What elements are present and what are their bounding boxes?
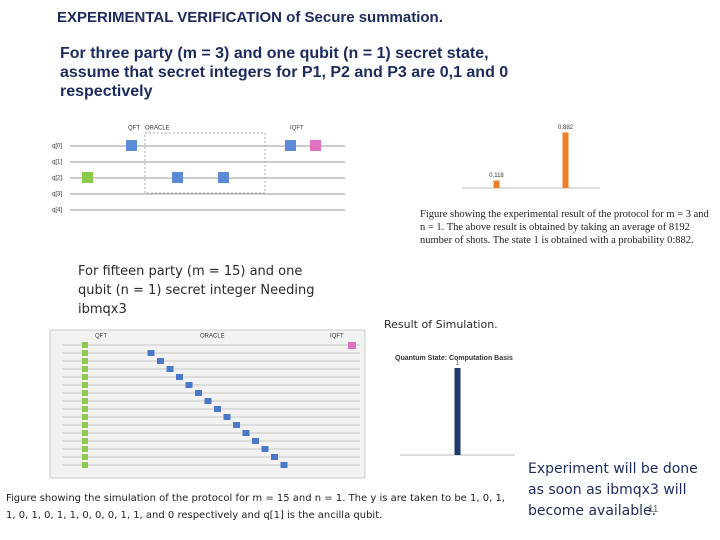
value-label: 0.118 (489, 173, 504, 179)
intro-text: For three party (m = 3) and one qubit (n… (60, 45, 509, 100)
gate (82, 350, 88, 356)
gate (285, 140, 296, 151)
gate (82, 406, 88, 412)
caption: Figure showing the experimental result o… (420, 209, 709, 246)
bar (454, 368, 461, 455)
gate (82, 374, 88, 380)
gate (242, 430, 250, 436)
gate (214, 406, 221, 412)
gate (82, 172, 93, 183)
gate (223, 414, 231, 420)
oracle-box (144, 132, 266, 194)
page-number: 11 (648, 504, 659, 515)
gate (82, 398, 88, 404)
block-label: IQFT (330, 334, 344, 340)
gate (271, 454, 278, 460)
qubit-label: q[0] (52, 144, 62, 150)
gate (280, 462, 288, 468)
gate (218, 172, 229, 183)
note: Experiment will be done as soon as ibmqx… (528, 461, 698, 519)
bar (562, 132, 569, 188)
gate (82, 430, 88, 436)
qubit-label: q[1] (52, 160, 62, 166)
gate (233, 422, 240, 428)
gate (126, 140, 137, 151)
block-label: ORACLE (145, 126, 170, 132)
gate (82, 390, 88, 396)
gate (157, 358, 164, 364)
block-label: QFT (95, 334, 107, 340)
block-label: ORACLE (200, 334, 225, 340)
gate (147, 350, 155, 356)
gate (204, 398, 212, 404)
block-label: IQFT (290, 126, 304, 132)
gate (172, 172, 183, 183)
gate (82, 462, 88, 468)
gate (176, 374, 183, 380)
slide-title: EXPERIMENTAL VERIFICATION of Secure summ… (57, 9, 443, 26)
block-label: QFT (128, 126, 140, 132)
qubit-label: q[2] (52, 176, 62, 182)
gate (261, 446, 269, 452)
gate (166, 366, 174, 372)
gate (82, 366, 88, 372)
gate (82, 382, 88, 388)
gate (82, 446, 88, 452)
gate (348, 342, 356, 349)
qubit-label: q[3] (52, 192, 62, 198)
gate (185, 382, 193, 388)
caption: Figure showing the simulation of the pro… (6, 493, 505, 521)
gate (82, 438, 88, 444)
bar (493, 180, 500, 188)
fifteen-party-text: For fifteen party (m = 15) and one qubit… (78, 264, 315, 317)
chart-title: Quantum State: Computation Basis (395, 355, 513, 362)
gate (310, 140, 321, 151)
gate (252, 438, 259, 444)
gate (82, 414, 88, 420)
value-label: 0.882 (558, 125, 574, 131)
gate (82, 422, 88, 428)
gate (82, 454, 88, 460)
value-label: 1 (456, 361, 460, 367)
gate (82, 358, 88, 364)
gate (195, 390, 202, 396)
gate (82, 342, 88, 348)
qubit-label: q[4] (52, 208, 62, 214)
simulation-heading: Result of Simulation. (384, 318, 498, 331)
